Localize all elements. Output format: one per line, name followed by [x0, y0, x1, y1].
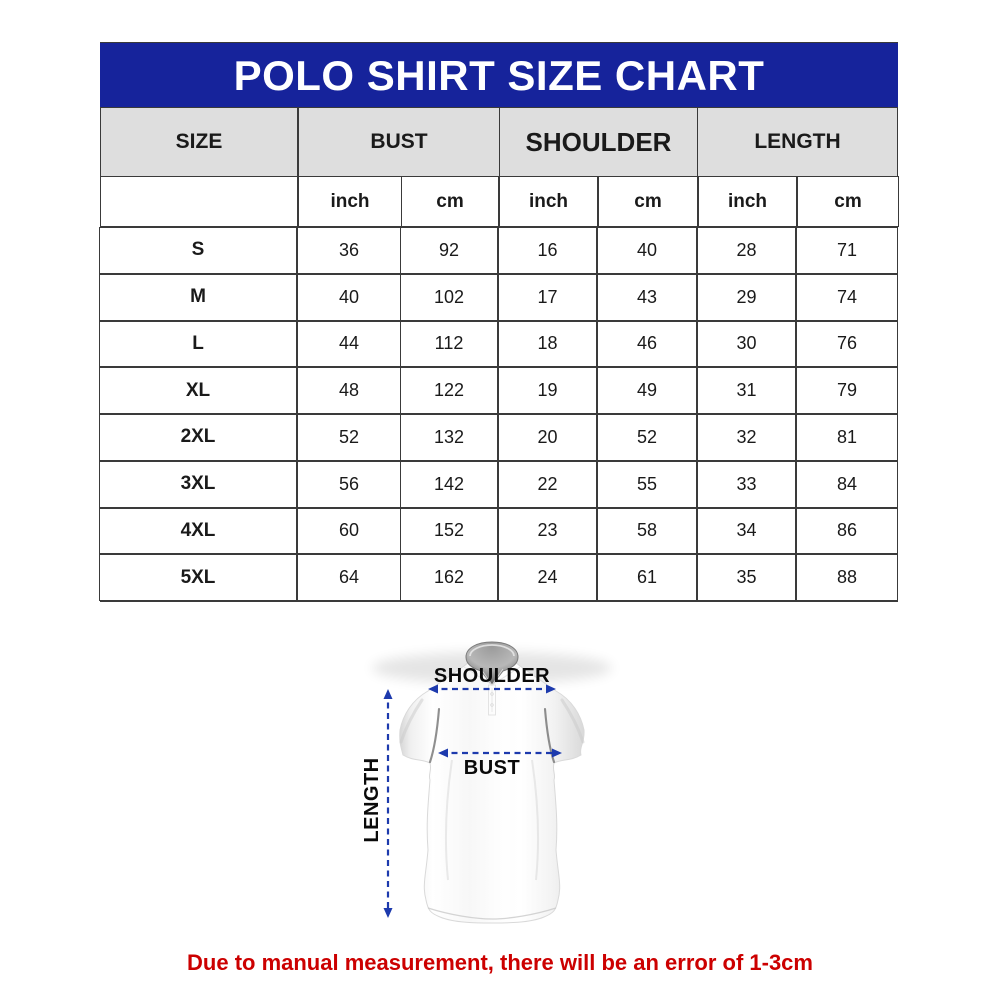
svg-text:SHOULDER: SHOULDER: [434, 665, 550, 687]
svg-text:BUST: BUST: [464, 757, 520, 779]
svg-text:LENGTH: LENGTH: [361, 757, 383, 842]
